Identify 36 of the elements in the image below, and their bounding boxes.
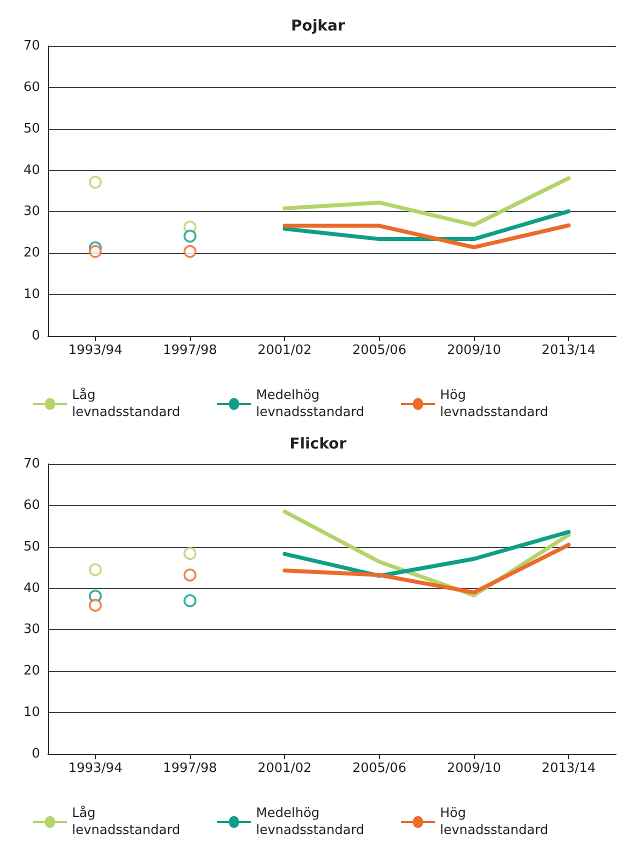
legend-label: Låg levnadsstandard (72, 387, 180, 420)
x-tick-label: 1997/98 (162, 761, 218, 776)
y-tick-label: 60 (23, 498, 40, 513)
legend-label: Medelhög levnadsstandard (256, 388, 364, 420)
y-tick-label: 60 (23, 80, 40, 95)
y-tick-label: 0 (32, 746, 40, 762)
legend-label: Hög levnadsstandard (440, 388, 548, 420)
x-tick-label: 2013/14 (542, 761, 596, 776)
y-tick-label: 30 (23, 622, 40, 638)
x-tick-label: 2009/10 (446, 343, 502, 358)
x-tick-label: 2005/06 (352, 343, 406, 358)
y-tick-label: 30 (23, 204, 40, 220)
legend-label: Medelhög levnadsstandard (256, 806, 364, 838)
x-tick-label: 2005/06 (352, 761, 406, 776)
y-tick-label: 40 (23, 580, 40, 596)
chart-title: Flickor (290, 434, 347, 452)
legend-label: Hög levnadsstandard (440, 806, 548, 838)
x-tick-label: 1997/98 (162, 343, 218, 358)
y-tick-label: 70 (23, 38, 40, 54)
x-tick-label: 2013/14 (542, 343, 596, 358)
y-tick-label: 50 (23, 121, 40, 136)
y-tick-label: 20 (23, 246, 40, 261)
y-tick-label: 0 (32, 328, 40, 344)
y-tick-label: 10 (23, 705, 40, 720)
x-tick-label: 1993/94 (68, 343, 122, 358)
legend-label: Låg levnadsstandard (72, 805, 180, 838)
y-tick-label: 50 (23, 539, 40, 554)
chart-title: Pojkar (291, 16, 346, 34)
x-tick-label: 2001/02 (258, 761, 312, 776)
y-tick-label: 40 (23, 162, 40, 178)
x-tick-label: 2009/10 (446, 761, 502, 776)
x-tick-label: 2001/02 (258, 343, 312, 358)
y-tick-label: 20 (23, 664, 40, 679)
y-tick-label: 70 (23, 456, 40, 472)
x-tick-label: 1993/94 (68, 761, 122, 776)
y-tick-label: 10 (23, 287, 40, 302)
